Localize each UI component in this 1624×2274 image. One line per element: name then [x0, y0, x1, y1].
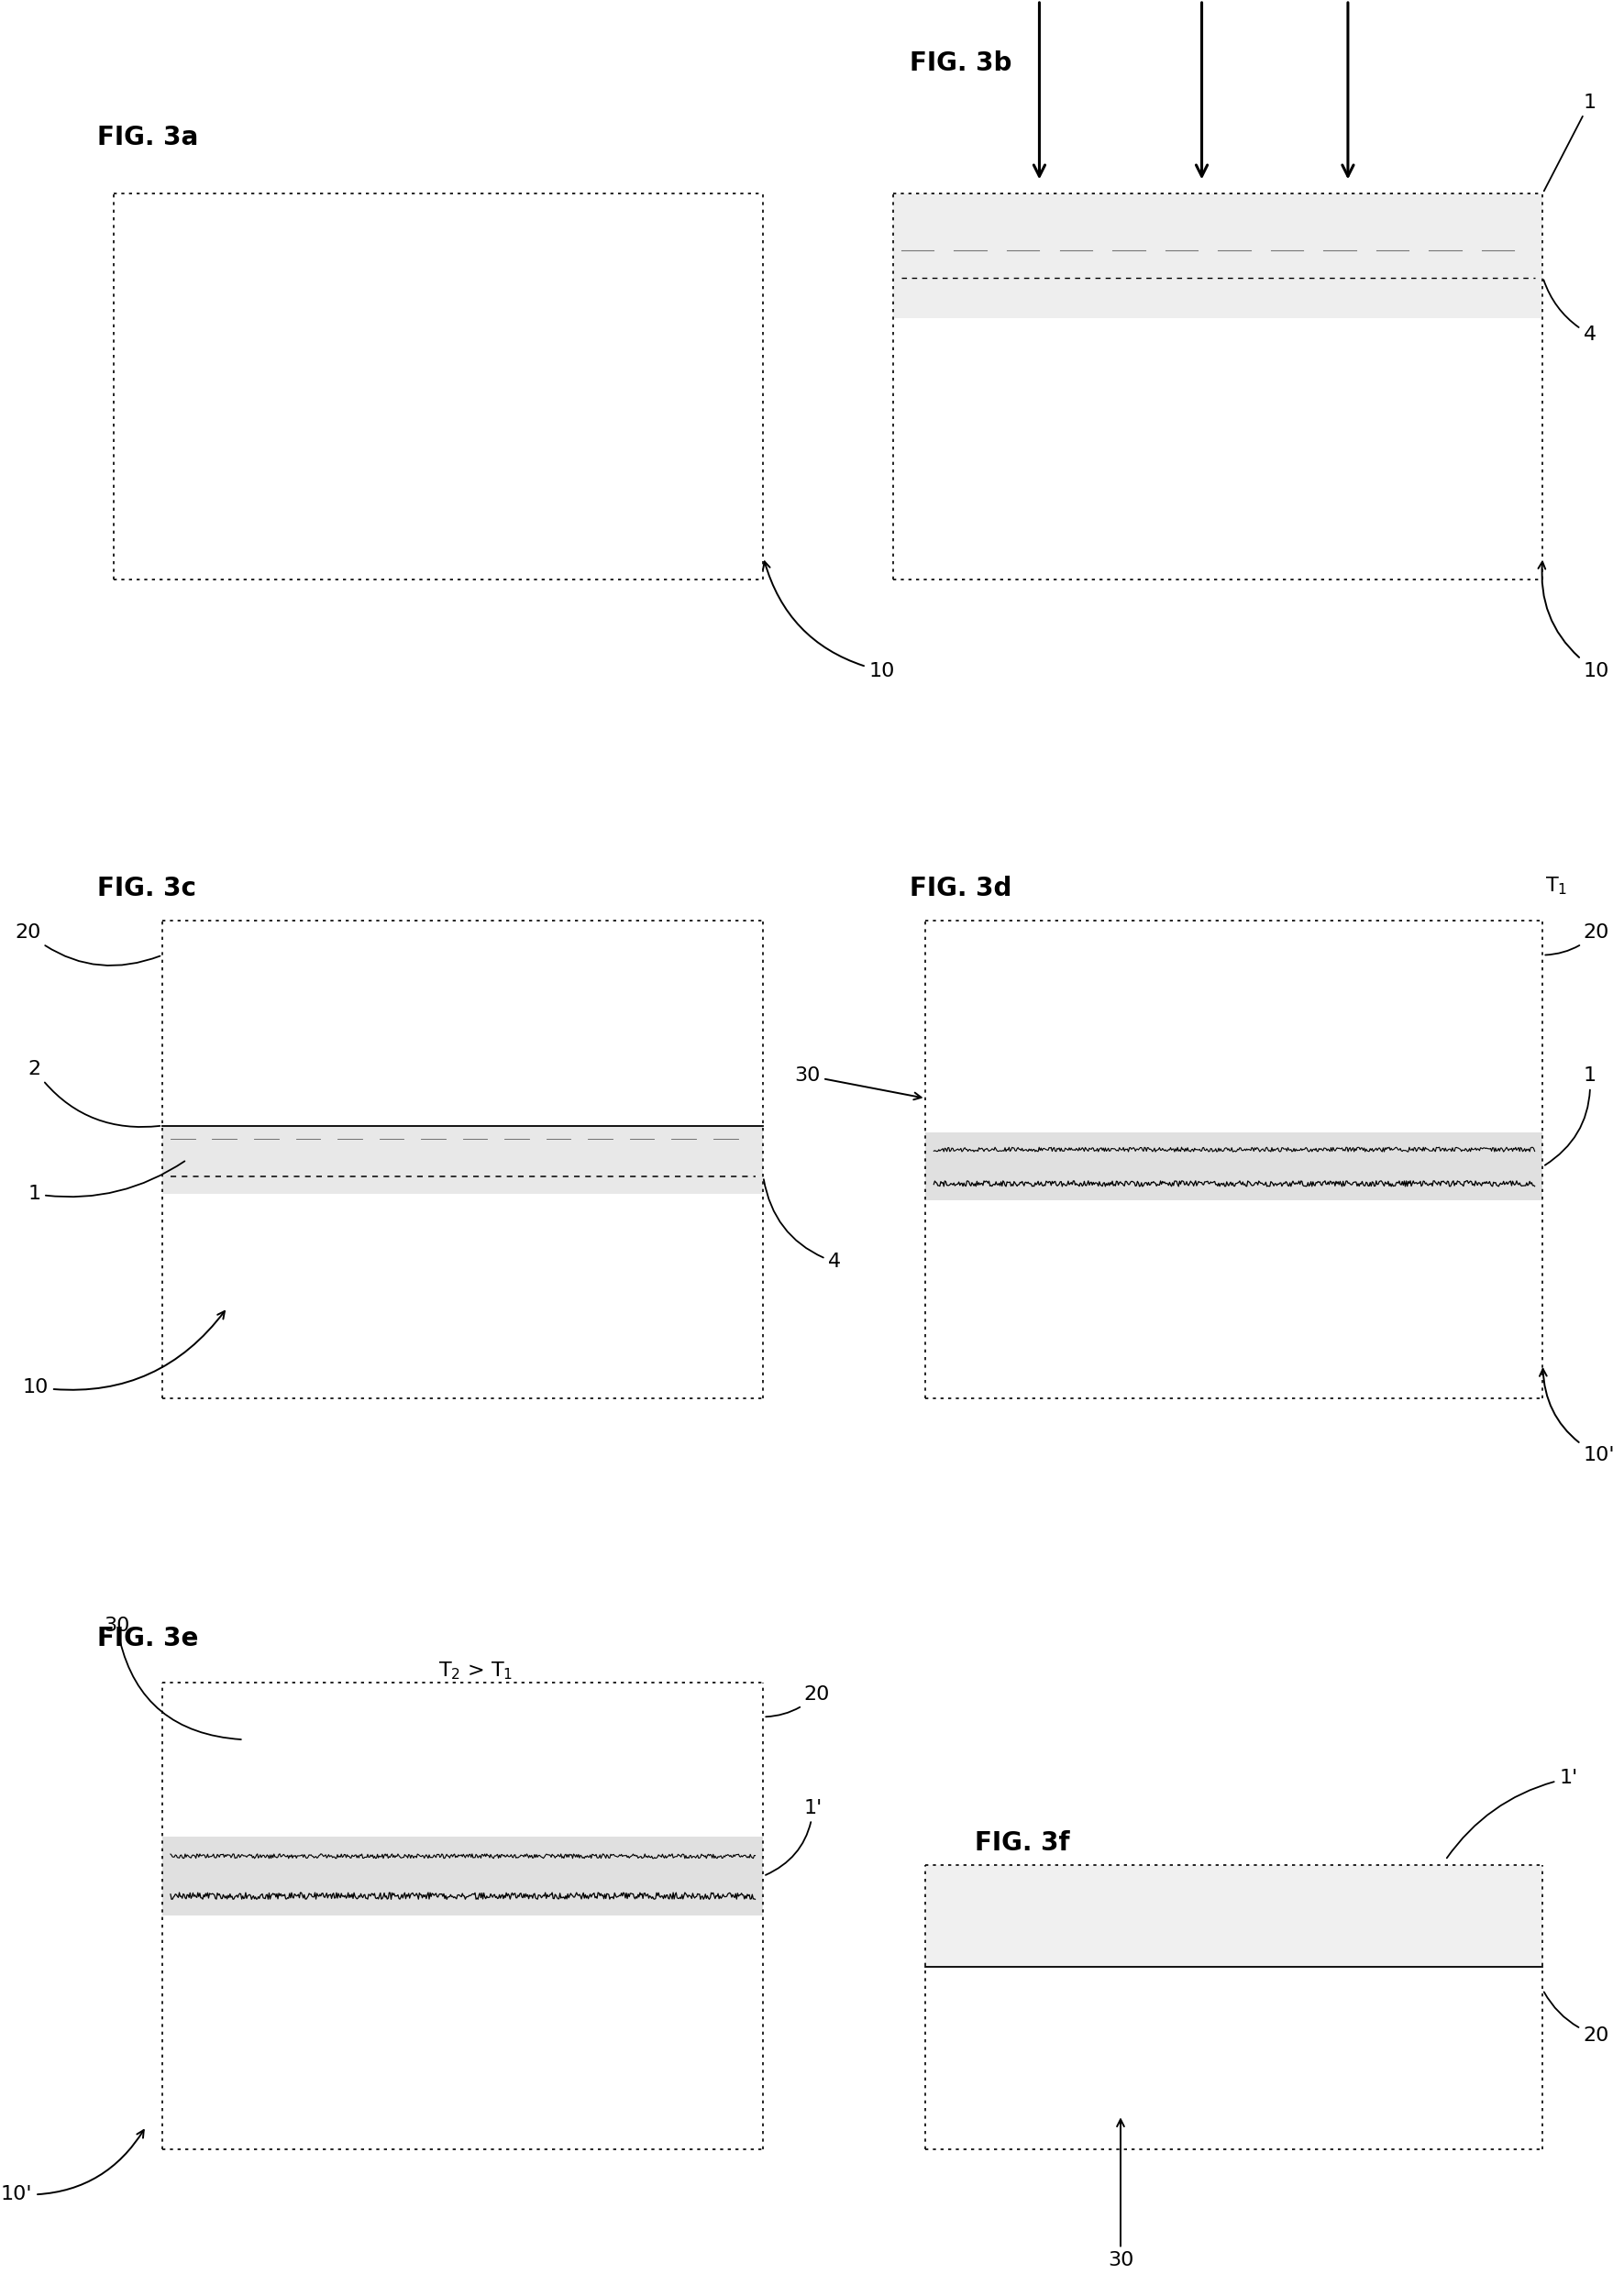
Text: 30: 30	[104, 1617, 240, 1740]
Text: FIG. 3f: FIG. 3f	[974, 1831, 1070, 1856]
Bar	[893, 193, 1543, 318]
Bar	[162, 1837, 763, 1915]
Text: 10: 10	[23, 1312, 224, 1396]
Text: 20: 20	[767, 1685, 830, 1717]
Text: 1: 1	[1544, 93, 1596, 191]
Text: 30: 30	[1108, 2119, 1134, 2269]
Text: 30: 30	[794, 1067, 921, 1101]
Text: 10: 10	[763, 562, 895, 680]
Text: FIG. 3d: FIG. 3d	[909, 875, 1012, 901]
Text: 10: 10	[1538, 562, 1609, 680]
Text: 10': 10'	[1540, 1369, 1614, 1464]
Text: 1': 1'	[1447, 1769, 1577, 1858]
Text: 4: 4	[763, 1180, 841, 1271]
Text: 20: 20	[1546, 923, 1609, 955]
Text: 4: 4	[1543, 280, 1596, 343]
Text: FIG. 3e: FIG. 3e	[97, 1626, 198, 1651]
Text: 1: 1	[28, 1162, 185, 1203]
Bar	[926, 1865, 1543, 1967]
Text: 1': 1'	[765, 1799, 822, 1876]
Text: 20: 20	[15, 923, 161, 966]
Text: T$_2$ > T$_1$: T$_2$ > T$_1$	[438, 1660, 513, 1683]
Text: FIG. 3c: FIG. 3c	[97, 875, 197, 901]
Text: 10': 10'	[2, 2131, 145, 2204]
Bar	[162, 1126, 763, 1194]
Text: 1: 1	[1544, 1067, 1596, 1164]
Text: 2: 2	[28, 1060, 159, 1128]
Text: FIG. 3b: FIG. 3b	[909, 50, 1012, 75]
Text: FIG. 3a: FIG. 3a	[97, 125, 198, 150]
Bar	[926, 1132, 1543, 1201]
Text: T$_1$: T$_1$	[1544, 875, 1567, 898]
Text: 20: 20	[1544, 1992, 1609, 2044]
